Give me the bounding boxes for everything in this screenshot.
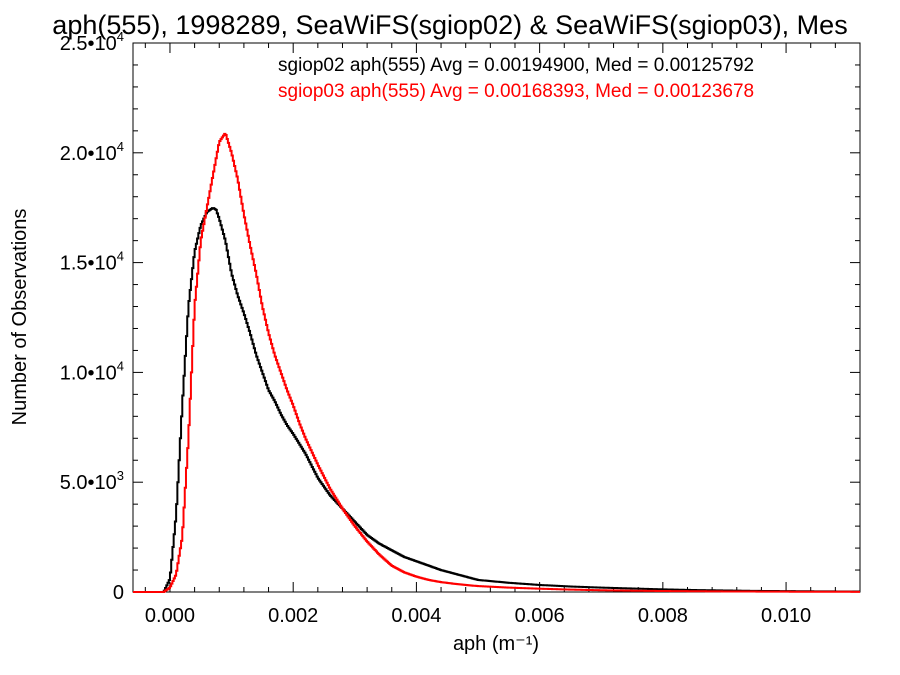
series-line-sgiop02	[133, 207, 860, 593]
x-tick-label: 0.000	[145, 605, 195, 627]
legend-entry-sgiop02: sgiop02 aph(555) Avg = 0.00194900, Med =…	[278, 55, 754, 76]
y-tick-label: 0	[113, 582, 124, 604]
chart-title: aph(555), 1998289, SeaWiFS(sgiop02) & Se…	[52, 10, 847, 40]
y-tick-label: 2.5•104	[60, 29, 124, 55]
x-tick-label: 0.002	[268, 605, 318, 627]
series-line-sgiop03	[133, 132, 860, 593]
y-axis-label: Number of Observations	[9, 209, 31, 426]
x-tick-label: 0.004	[391, 605, 441, 627]
series-layer	[133, 132, 860, 593]
x-axis-label: aph (m⁻¹)	[453, 633, 539, 655]
y-tick-label: 2.0•104	[60, 139, 124, 165]
y-tick-label: 5.0•103	[60, 468, 124, 494]
plot-frame	[132, 42, 861, 593]
x-tick-label: 0.006	[515, 605, 565, 627]
x-tick-label: 0.008	[638, 605, 688, 627]
y-tick-label: 1.5•104	[60, 249, 124, 275]
legend-entry-sgiop03: sgiop03 aph(555) Avg = 0.00168393, Med =…	[278, 81, 754, 102]
x-tick-label: 0.010	[761, 605, 811, 627]
x-axis-ticks: 0.000 0.002 0.004 0.006 0.008 0.010	[144, 43, 861, 627]
y-tick-label: 1.0•104	[60, 358, 124, 384]
y-axis-ticks: 0 5.0•103 1.0•104 1.5•104 2.0•104 2.5•104	[60, 29, 860, 604]
